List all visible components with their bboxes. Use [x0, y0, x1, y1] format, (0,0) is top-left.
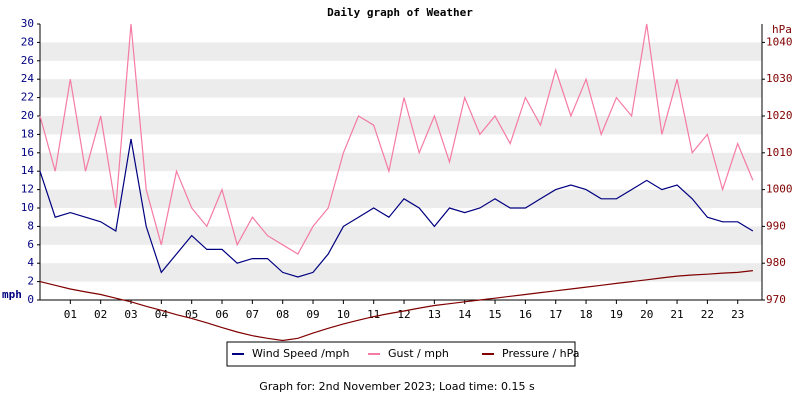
y-tick-label: 14 — [21, 164, 35, 177]
x-tick-label: 20 — [640, 308, 653, 321]
y-tick-label: 2 — [27, 275, 34, 288]
legend-label: Pressure / hPa — [502, 347, 580, 360]
y-tick-label: 16 — [21, 146, 34, 159]
series-line — [39, 138, 754, 278]
legend — [226, 341, 576, 367]
x-tick-label: 05 — [185, 308, 198, 321]
y2-tick-label: 1030 — [766, 72, 793, 85]
x-tick-label: 06 — [215, 308, 228, 321]
x-tick-label: 16 — [519, 308, 532, 321]
y-tick-label: 0 — [27, 293, 34, 306]
y2-tick-label: 980 — [766, 256, 786, 269]
y2-tick-label: 1010 — [766, 146, 793, 159]
x-tick-label: 18 — [579, 308, 592, 321]
x-tick-label: 11 — [367, 308, 380, 321]
x-tick-label: 17 — [549, 308, 562, 321]
grid-band — [40, 263, 762, 282]
y-tick-label: 4 — [27, 256, 34, 269]
y-tick-label: 22 — [21, 91, 34, 104]
x-tick-label: 23 — [731, 308, 744, 321]
x-tick-label: 02 — [94, 308, 107, 321]
y-tick-label: 24 — [21, 72, 35, 85]
chart-title: Daily graph of Weather — [327, 6, 473, 19]
x-tick-label: 08 — [276, 308, 289, 321]
y-tick-label: 20 — [21, 109, 34, 122]
y-axis-label: mph — [2, 288, 22, 301]
grid-band — [40, 226, 762, 245]
x-tick-label: 01 — [64, 308, 77, 321]
y-tick-label: 30 — [21, 17, 34, 30]
x-tick-label: 10 — [337, 308, 350, 321]
x-tick-label: 07 — [246, 308, 259, 321]
y-tick-label: 8 — [27, 219, 34, 232]
y2-tick-label: 1020 — [766, 109, 793, 122]
x-tick-label: 22 — [701, 308, 714, 321]
y-tick-label: 6 — [27, 238, 34, 251]
y-tick-label: 18 — [21, 127, 34, 140]
y2-tick-label: 1000 — [766, 183, 793, 196]
x-tick-label: 21 — [670, 308, 683, 321]
x-tick-label: 15 — [488, 308, 501, 321]
y-tick-label: 26 — [21, 54, 34, 67]
footer: Graph for: 2nd November 2023; Load time:… — [259, 380, 535, 393]
x-tick-label: 09 — [306, 308, 319, 321]
y-tick-label: 12 — [21, 183, 34, 196]
grid-band — [40, 79, 762, 98]
series-line — [39, 270, 753, 342]
legend-label: Wind Speed /mph — [252, 347, 350, 360]
y2-tick-label: 1040 — [766, 35, 793, 48]
x-tick-label: 19 — [610, 308, 623, 321]
x-tick-label: 03 — [124, 308, 137, 321]
y-tick-label: 10 — [21, 201, 34, 214]
grid-band — [40, 42, 762, 61]
x-tick-label: 13 — [428, 308, 441, 321]
y-tick-label: 28 — [21, 35, 34, 48]
series-line — [39, 23, 754, 255]
y2-tick-label: 970 — [766, 293, 786, 306]
grid-band — [40, 116, 762, 135]
y2-axis-label: hPa — [772, 23, 792, 36]
legend-label: Gust / mph — [388, 347, 449, 360]
y2-tick-label: 990 — [766, 219, 786, 232]
x-tick-label: 14 — [458, 308, 472, 321]
grid-band — [40, 152, 762, 172]
